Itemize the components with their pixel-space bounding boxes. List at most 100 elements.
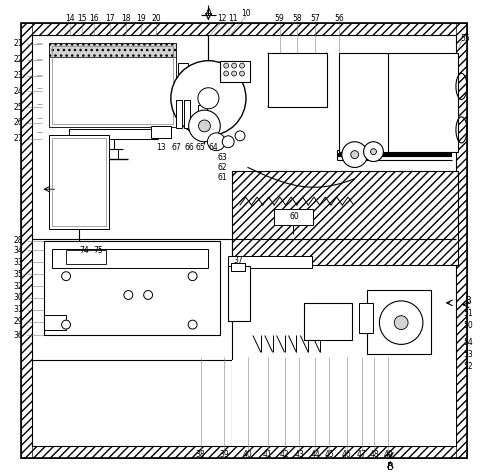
Circle shape [199,120,210,132]
Text: 45: 45 [324,450,334,459]
Bar [274,209,313,225]
Bar [178,63,188,112]
Bar [183,100,190,128]
Bar [20,23,468,35]
Text: 14: 14 [65,14,75,23]
Text: 64: 64 [208,143,218,152]
Circle shape [232,63,237,68]
Text: 29: 29 [14,317,23,326]
Circle shape [224,63,229,68]
Circle shape [364,142,384,162]
Bar [268,53,327,107]
Text: 36: 36 [14,331,23,340]
Circle shape [171,61,246,136]
Text: 15: 15 [77,14,87,23]
Bar [52,248,208,268]
Text: 44: 44 [310,450,320,459]
Text: 20: 20 [151,14,161,23]
Text: 49: 49 [384,450,393,459]
Circle shape [394,316,408,329]
Text: 21: 21 [14,39,23,48]
Text: B: B [387,462,394,472]
Bar [198,105,207,127]
Bar [176,100,182,128]
Text: 62: 62 [218,163,227,172]
Text: 67: 67 [172,143,182,152]
Bar [232,172,458,265]
Text: 47: 47 [357,450,366,459]
Bar [228,256,312,268]
Text: 13: 13 [156,143,166,152]
Text: 41: 41 [263,450,272,459]
Text: B: B [465,296,472,306]
Bar [339,53,458,152]
Circle shape [188,320,197,329]
Text: 34: 34 [14,246,23,255]
Bar [455,23,468,458]
Text: 38: 38 [196,450,205,459]
Circle shape [370,149,376,155]
Bar [44,241,220,335]
Text: 55: 55 [461,35,470,44]
Text: 32: 32 [14,282,23,291]
Circle shape [61,272,71,281]
Bar [69,129,158,139]
Bar [232,360,455,446]
Circle shape [240,71,244,76]
Text: 60: 60 [289,212,299,221]
Text: 58: 58 [293,14,302,23]
Circle shape [207,133,225,151]
Bar [20,23,33,458]
Text: 17: 17 [105,14,114,23]
Bar [220,61,250,82]
Bar [228,266,250,321]
Text: 40: 40 [243,450,253,459]
Text: 28: 28 [14,236,23,245]
Text: 53: 53 [464,350,473,359]
Circle shape [198,88,219,109]
Text: 22: 22 [14,55,23,64]
Circle shape [188,272,197,281]
Circle shape [143,291,153,300]
Text: 31: 31 [14,305,23,314]
Text: A: A [204,8,212,18]
Circle shape [342,142,367,167]
Text: 61: 61 [218,173,227,182]
Bar [52,138,105,226]
Text: 66: 66 [185,143,195,152]
Text: 35: 35 [14,270,23,279]
Text: 24: 24 [14,87,23,96]
Circle shape [224,71,229,76]
Circle shape [379,301,423,345]
Text: 51: 51 [464,309,473,318]
Text: 27: 27 [14,134,23,143]
Text: 52: 52 [464,362,473,371]
Bar [231,264,245,271]
Circle shape [240,63,244,68]
Text: 75: 75 [93,246,102,255]
Circle shape [61,320,71,329]
Text: 43: 43 [294,450,304,459]
Text: 46: 46 [342,450,352,459]
Bar [359,303,372,333]
Text: 16: 16 [89,14,99,23]
Circle shape [222,136,234,148]
Bar [49,43,176,57]
Text: 48: 48 [370,450,379,459]
Text: 33: 33 [14,258,23,267]
Text: 18: 18 [122,14,131,23]
Text: 11: 11 [228,14,238,23]
Text: 25: 25 [14,103,23,112]
Text: 26: 26 [14,118,23,128]
Circle shape [189,110,220,142]
Bar [366,290,431,354]
Circle shape [351,151,359,159]
Bar [66,250,105,264]
Text: 42: 42 [280,450,289,459]
Text: 39: 39 [219,450,229,459]
Bar [52,46,173,124]
Circle shape [235,131,245,141]
Text: 30: 30 [14,293,23,302]
Text: 54: 54 [464,338,473,347]
Text: 65: 65 [196,143,205,152]
